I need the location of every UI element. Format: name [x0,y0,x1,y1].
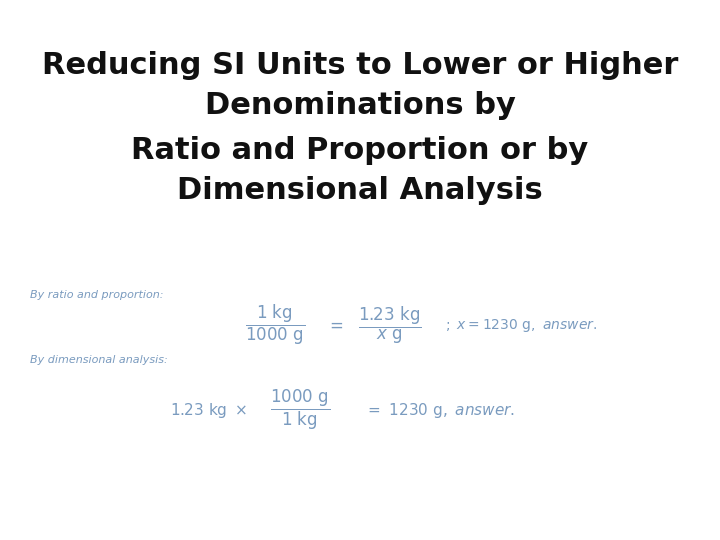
Text: $\dfrac{1.23\ \mathrm{kg}}{x\ \mathrm{g}}$: $\dfrac{1.23\ \mathrm{kg}}{x\ \mathrm{g}… [358,305,422,346]
Text: $=\ 1230\ \mathrm{g},\ \mathit{answer.}$: $=\ 1230\ \mathrm{g},\ \mathit{answer.}$ [365,401,516,420]
Text: By ratio and proportion:: By ratio and proportion: [30,290,163,300]
Text: Denominations by: Denominations by [204,91,516,120]
Text: $;\ x = 1230\ \mathrm{g},\ \mathit{answer.}$: $;\ x = 1230\ \mathrm{g},\ \mathit{answe… [445,316,598,334]
Text: $1.23\ \mathrm{kg}\ \times$: $1.23\ \mathrm{kg}\ \times$ [170,401,247,420]
Text: $\dfrac{1\ \mathrm{kg}}{1000\ \mathrm{g}}$: $\dfrac{1\ \mathrm{kg}}{1000\ \mathrm{g}… [245,303,305,347]
Text: Dimensional Analysis: Dimensional Analysis [177,176,543,205]
Text: Reducing SI Units to Lower or Higher: Reducing SI Units to Lower or Higher [42,51,678,80]
Text: $=$: $=$ [326,316,343,334]
Text: $\dfrac{1000\ \mathrm{g}}{1\ \mathrm{kg}}$: $\dfrac{1000\ \mathrm{g}}{1\ \mathrm{kg}… [270,388,330,432]
Text: By dimensional analysis:: By dimensional analysis: [30,355,168,365]
Text: Ratio and Proportion or by: Ratio and Proportion or by [131,136,589,165]
